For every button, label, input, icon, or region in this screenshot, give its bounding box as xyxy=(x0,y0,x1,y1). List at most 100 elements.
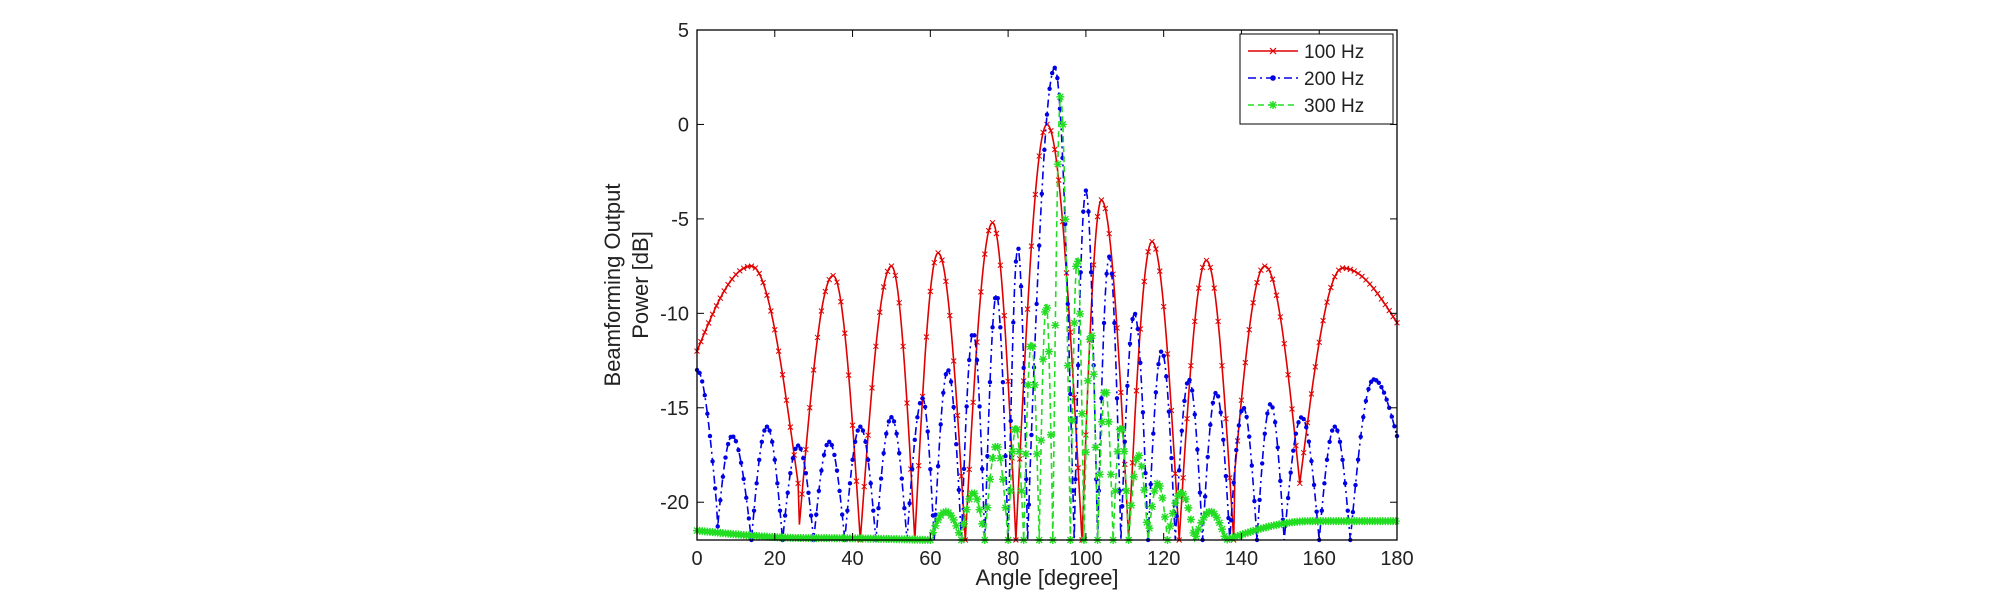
data-point xyxy=(785,490,790,495)
data-point xyxy=(925,429,930,434)
data-point xyxy=(961,466,967,472)
data-point xyxy=(1090,262,1097,268)
data-point xyxy=(1252,498,1257,504)
data-point xyxy=(1285,495,1291,501)
data-point xyxy=(1347,266,1354,273)
data-point xyxy=(702,393,707,398)
data-point xyxy=(1184,381,1190,386)
data-point xyxy=(1036,153,1043,159)
data-point xyxy=(723,455,728,460)
data-point xyxy=(1102,205,1109,212)
data-point xyxy=(1130,316,1135,322)
data-point xyxy=(1112,320,1117,326)
data-point xyxy=(985,475,994,484)
data-point xyxy=(701,329,708,336)
data-point xyxy=(1086,209,1091,214)
data-point xyxy=(775,348,782,354)
legend-marker xyxy=(1270,75,1276,81)
data-point xyxy=(721,288,728,294)
data-point xyxy=(1021,449,1030,458)
data-point xyxy=(1335,267,1342,274)
data-point xyxy=(814,334,821,341)
data-point xyxy=(1251,526,1260,535)
data-point xyxy=(1191,318,1198,325)
data-point xyxy=(736,268,743,274)
data-point xyxy=(814,512,819,517)
data-point xyxy=(939,508,948,517)
data-point xyxy=(1055,75,1060,81)
data-point xyxy=(1195,447,1200,452)
data-point xyxy=(1049,70,1055,76)
data-point xyxy=(838,298,844,305)
data-point xyxy=(713,303,720,309)
data-point xyxy=(1340,457,1345,463)
data-point xyxy=(1259,461,1265,466)
data-point xyxy=(1281,340,1288,347)
data-point xyxy=(1361,414,1366,420)
data-point xyxy=(995,295,1000,301)
data-point xyxy=(1171,499,1180,508)
data-point xyxy=(1221,437,1226,442)
data-point xyxy=(985,453,990,459)
data-point xyxy=(1236,423,1242,428)
data-point xyxy=(1107,254,1112,259)
data-point xyxy=(1265,411,1270,416)
data-point xyxy=(1052,65,1057,70)
data-point xyxy=(1370,285,1377,292)
data-point xyxy=(1166,522,1175,531)
data-point xyxy=(896,299,903,306)
data-point xyxy=(965,495,974,504)
series-0 xyxy=(694,121,1400,543)
data-point xyxy=(1149,238,1155,245)
data-point xyxy=(1219,362,1225,369)
data-point xyxy=(987,379,993,385)
data-point xyxy=(1151,431,1156,436)
data-point xyxy=(873,343,879,350)
data-point xyxy=(793,446,798,451)
data-point xyxy=(1306,439,1312,444)
data-point xyxy=(1118,389,1124,396)
data-point xyxy=(876,309,883,316)
data-point xyxy=(860,428,866,433)
data-point xyxy=(744,495,749,500)
data-point xyxy=(1225,534,1234,543)
data-point xyxy=(966,466,973,473)
data-point xyxy=(888,263,895,269)
x-tick-label: 180 xyxy=(1380,548,1413,570)
data-point xyxy=(1102,388,1111,397)
data-point xyxy=(1153,246,1159,252)
data-point xyxy=(981,251,988,257)
x-tick-label: 60 xyxy=(919,548,941,570)
data-point xyxy=(1033,449,1041,458)
data-point xyxy=(1125,383,1130,389)
data-point xyxy=(1391,517,1400,526)
data-point xyxy=(863,439,868,445)
data-point xyxy=(1293,431,1299,436)
data-point xyxy=(1331,273,1338,280)
data-point xyxy=(832,452,837,458)
data-point xyxy=(1114,396,1120,401)
data-point xyxy=(1181,495,1190,504)
data-point xyxy=(868,481,873,486)
data-point xyxy=(1074,257,1083,266)
data-point xyxy=(1319,508,1325,513)
data-point xyxy=(1040,129,1046,136)
data-point xyxy=(830,272,836,279)
data-point xyxy=(920,396,925,401)
data-point xyxy=(733,438,739,444)
axis-ticks: 0 20 40 60 80 100 120 140 160 180 5 0 -5 -10 -15 -20 xyxy=(660,20,1414,570)
data-point xyxy=(1254,279,1260,286)
data-point xyxy=(1099,396,1104,401)
data-point xyxy=(1164,374,1169,379)
data-point xyxy=(1083,376,1092,385)
data-point xyxy=(1272,420,1278,425)
data-point xyxy=(1044,112,1050,117)
data-point xyxy=(1203,257,1210,264)
data-point xyxy=(970,399,976,406)
data-point xyxy=(935,464,941,469)
data-point xyxy=(1094,213,1101,220)
data-point xyxy=(1156,268,1163,274)
data-point xyxy=(1006,486,1015,495)
data-point xyxy=(1135,451,1144,460)
data-point xyxy=(764,292,770,299)
